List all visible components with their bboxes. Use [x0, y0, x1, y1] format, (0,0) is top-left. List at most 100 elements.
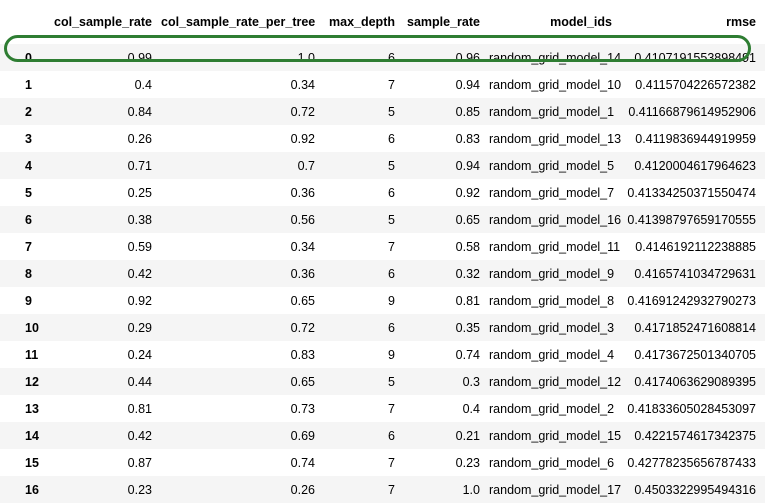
header-row: col_sample_rate col_sample_rate_per_tree…: [0, 0, 765, 44]
table-row: 4 0.71 0.7 5 0.94 random_grid_model_5 0.412000…: [0, 152, 765, 179]
sample-rate-cell: 1.0: [462, 482, 480, 497]
table-row: 3 0.26 0.92 6 0.83 random_grid_model_13 0.4119…: [0, 125, 765, 152]
rmse-cell: 0.4115704226572382: [635, 77, 756, 92]
rmse-cell: 0.4119836944919959: [635, 131, 756, 146]
col-sample-rate-per-tree-cell: 0.92: [290, 131, 315, 146]
max-depth-cell: 9: [388, 347, 395, 362]
sample-rate-cell: 0.4: [462, 401, 480, 416]
rmse-cell: 0.4173672501340705: [634, 347, 756, 362]
row-index: 0: [25, 50, 32, 65]
max-depth-cell: 7: [388, 401, 395, 416]
col-sample-rate-per-tree-cell: 0.56: [290, 212, 315, 227]
col-sample-rate-per-tree-cell: 0.36: [290, 185, 315, 200]
max-depth-cell: 7: [388, 482, 395, 497]
col-sample-rate-per-tree-cell: 0.34: [290, 77, 315, 92]
row-index: 15: [25, 455, 39, 470]
table-body: 0 0.99 1.0 6 0.96 random_grid_model_14 0.41071…: [0, 44, 765, 503]
col-sample-rate-header: col_sample_rate: [54, 15, 152, 29]
col-sample-rate-cell: 0.24: [127, 347, 152, 362]
col-sample-rate-per-tree-cell: 0.83: [290, 347, 315, 362]
row-index: 16: [25, 482, 39, 497]
sample-rate-cell: 0.3: [462, 374, 480, 389]
col-sample-rate-per-tree-header: col_sample_rate_per_tree: [161, 15, 316, 29]
rmse-cell: 0.41691242932790273: [627, 293, 756, 308]
col-sample-rate-per-tree-cell: 0.74: [290, 455, 315, 470]
col-sample-rate-cell: 0.99: [127, 50, 152, 65]
col-sample-rate-cell: 0.4: [134, 77, 152, 92]
sample-rate-cell: 0.92: [455, 185, 480, 200]
col-sample-rate-cell: 0.87: [127, 455, 152, 470]
rmse-cell: 0.4146192112238885: [635, 239, 756, 254]
row-index: 10: [25, 320, 39, 335]
sample-rate-cell: 0.85: [455, 104, 480, 119]
table-row: 7 0.59 0.34 7 0.58 random_grid_model_11 0.4146…: [0, 233, 765, 260]
row-index: 12: [25, 374, 39, 389]
col-sample-rate-per-tree-cell: 0.34: [290, 239, 315, 254]
max-depth-cell: 7: [388, 455, 395, 470]
col-sample-rate-per-tree-cell: 0.72: [290, 104, 315, 119]
model-id-cell: random_grid_model_11: [489, 239, 621, 254]
rmse-cell: 0.41398797659170555: [627, 212, 756, 227]
row-index: 11: [25, 347, 39, 362]
col-sample-rate-per-tree-cell: 0.72: [290, 320, 315, 335]
table-row: 13 0.81 0.73 7 0.4 random_grid_model_2 0.41833…: [0, 395, 765, 422]
model-id-cell: random_grid_model_3: [489, 320, 615, 335]
rmse-cell: 0.4503322995494316: [634, 482, 756, 497]
rmse-cell: 0.4171852471608814: [634, 320, 756, 335]
max-depth-cell: 6: [388, 185, 395, 200]
model-id-cell: random_grid_model_5: [489, 158, 615, 173]
table-row: 10 0.29 0.72 6 0.35 random_grid_model_3 0.4171…: [0, 314, 765, 341]
rmse-cell: 0.4165741034729631: [634, 266, 756, 281]
max-depth-cell: 6: [388, 131, 395, 146]
sample-rate-cell: 0.83: [455, 131, 480, 146]
col-sample-rate-per-tree-cell: 0.65: [290, 374, 315, 389]
sample-rate-cell: 0.65: [455, 212, 480, 227]
max-depth-cell: 6: [388, 266, 395, 281]
rmse-cell: 0.4174063629089395: [634, 374, 756, 389]
col-sample-rate-per-tree-cell: 0.7: [297, 158, 315, 173]
row-index: 9: [25, 293, 32, 308]
model-id-cell: random_grid_model_12: [489, 374, 621, 389]
sample-rate-cell: 0.35: [455, 320, 480, 335]
table-row: 16 0.23 0.26 7 1.0 random_grid_model_17 0.4503…: [0, 476, 765, 503]
col-sample-rate-per-tree-cell: 0.65: [290, 293, 315, 308]
row-index: 7: [25, 239, 32, 254]
table-row: 12 0.44 0.65 5 0.3 random_grid_model_12 0.4174…: [0, 368, 765, 395]
model-id-cell: random_grid_model_14: [489, 50, 621, 65]
col-sample-rate-cell: 0.84: [127, 104, 152, 119]
row-index: 2: [25, 104, 32, 119]
model-id-cell: random_grid_model_9: [489, 266, 615, 281]
rmse-header: rmse: [726, 15, 756, 29]
row-index: 4: [25, 158, 32, 173]
table-row: 15 0.87 0.74 7 0.23 random_grid_model_6 0.4277…: [0, 449, 765, 476]
rmse-cell: 0.41166879614952906: [628, 104, 756, 119]
row-index: 14: [25, 428, 39, 443]
rmse-cell: 0.42778235656787433: [627, 455, 756, 470]
row-index: 6: [25, 212, 32, 227]
col-sample-rate-cell: 0.81: [127, 401, 152, 416]
col-sample-rate-per-tree-cell: 0.69: [290, 428, 315, 443]
model-id-cell: random_grid_model_6: [489, 455, 615, 470]
row-index: 3: [25, 131, 32, 146]
col-sample-rate-cell: 0.29: [127, 320, 152, 335]
max-depth-cell: 5: [388, 374, 395, 389]
max-depth-cell: 5: [388, 158, 395, 173]
rmse-cell: 0.4120004617964623: [634, 158, 756, 173]
rmse-cell: 0.41334250371550474: [627, 185, 756, 200]
max-depth-cell: 5: [388, 104, 395, 119]
rmse-cell: 0.41833605028453097: [627, 401, 756, 416]
model-id-cell: random_grid_model_4: [489, 347, 615, 362]
table-row: 14 0.42 0.69 6 0.21 random_grid_model_15 0.422…: [0, 422, 765, 449]
sample-rate-cell: 0.58: [455, 239, 480, 254]
table-row: 2 0.84 0.72 5 0.85 random_grid_model_1 0.41166…: [0, 98, 765, 125]
table-row: 1 0.4 0.34 7 0.94 random_grid_model_10 0.41157…: [0, 71, 765, 98]
model-ids-header: model_ids: [550, 15, 612, 29]
index-header: [0, 0, 53, 44]
col-sample-rate-cell: 0.42: [127, 266, 152, 281]
sample-rate-header: sample_rate: [407, 15, 480, 29]
max-depth-cell: 7: [388, 239, 395, 254]
model-id-cell: random_grid_model_2: [489, 401, 615, 416]
row-index: 13: [25, 401, 39, 416]
max-depth-cell: 7: [388, 77, 395, 92]
